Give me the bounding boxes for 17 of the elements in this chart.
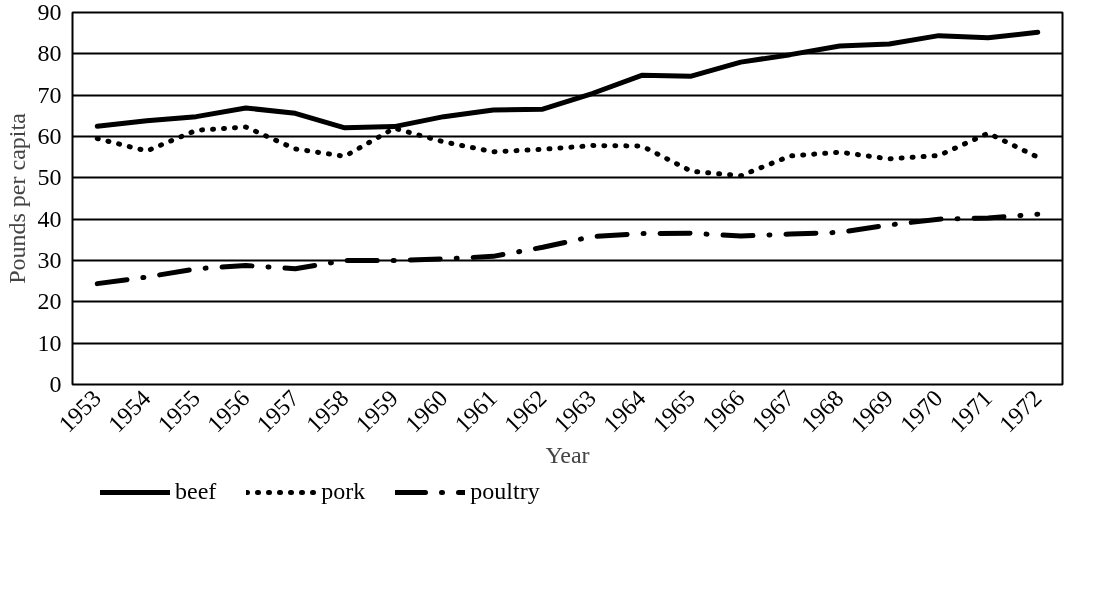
y-tick-label: 50	[37, 164, 62, 191]
y-tick-label: 70	[37, 81, 62, 108]
y-tick-label: 40	[37, 205, 62, 232]
y-tick-label: 90	[37, 0, 62, 25]
y-tick-label: 20	[37, 288, 62, 315]
y-axis-title: Pounds per capita	[3, 112, 30, 284]
y-tick-label: 10	[37, 329, 62, 356]
y-tick-label: 0	[49, 371, 62, 397]
x-axis-title: Year	[545, 442, 590, 469]
y-tick-label: 80	[37, 40, 62, 67]
y-tick-label: 30	[37, 247, 62, 273]
legend-label: pork	[321, 478, 366, 505]
x-tick-label: 1971	[944, 384, 998, 438]
legend-label: poultry	[470, 478, 540, 505]
x-tick-label: 1961	[449, 384, 503, 438]
y-tick-label: 60	[37, 123, 62, 149]
legend-label: beef	[175, 478, 217, 505]
